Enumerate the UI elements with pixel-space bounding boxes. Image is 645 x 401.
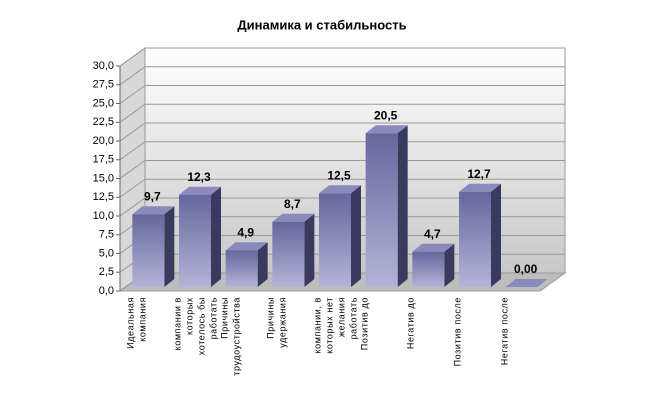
bar-front <box>132 214 165 287</box>
x-tick-label: Позитив до <box>359 297 370 351</box>
x-tick-label: Идеальная компания <box>126 297 148 349</box>
bar-top <box>272 213 315 222</box>
grid-line <box>119 103 146 123</box>
x-tick-label: Негатив до <box>406 297 416 350</box>
bar <box>272 213 315 287</box>
y-tick-label: 30,0 <box>93 60 114 72</box>
bar-front <box>179 194 211 287</box>
bar <box>179 186 221 287</box>
bar-top <box>319 185 361 194</box>
bar-front <box>225 250 258 287</box>
y-tick-label: 2,5 <box>99 266 114 278</box>
chart-title: Динамика и стабильность <box>237 17 406 32</box>
bar-side <box>257 242 268 287</box>
bar-side <box>164 206 175 287</box>
y-tick-label: 7,5 <box>99 229 114 241</box>
grid-line <box>119 160 146 179</box>
bar <box>132 206 175 287</box>
bar-front <box>412 251 445 287</box>
value-label: 8,7 <box>284 197 301 211</box>
y-tick-label: 0,0 <box>99 285 114 297</box>
bar-top <box>225 242 268 251</box>
value-label: 9,7 <box>144 189 161 203</box>
x-tick-label: Причины трудоустройства <box>219 297 242 376</box>
bar-side <box>304 213 315 287</box>
value-label: 12,7 <box>467 167 491 181</box>
bar-top <box>179 186 221 195</box>
y-tick-label: 12,5 <box>93 191 114 203</box>
bar-front <box>272 221 305 287</box>
y-tick-label: 5,0 <box>99 247 114 259</box>
bar-top <box>365 125 408 134</box>
y-tick-label: 10,0 <box>93 210 114 222</box>
value-label: 4,7 <box>424 227 441 241</box>
x-tick-label: Негатив после <box>499 297 510 366</box>
x-tick-label: Позитив после <box>452 297 463 367</box>
bar-side <box>351 185 361 287</box>
bar <box>459 183 501 287</box>
y-tick-label: 20,0 <box>93 135 114 147</box>
bar-side <box>211 186 221 287</box>
grid-line <box>119 85 146 104</box>
bar-front <box>365 133 398 287</box>
grid-line <box>119 47 146 67</box>
grid-line <box>119 178 146 198</box>
bar-top <box>459 183 501 192</box>
bar-top <box>505 279 548 287</box>
x-tick-label: компании в которых хотелось бы работать <box>172 297 219 356</box>
bar-top <box>412 243 455 252</box>
bar-side <box>491 183 501 287</box>
bar <box>505 279 548 287</box>
bar-side <box>444 243 455 287</box>
value-label: 0,00 <box>514 262 538 276</box>
value-label: 12,3 <box>187 170 211 184</box>
grid-line <box>119 66 146 86</box>
bar-top <box>132 206 175 215</box>
bar <box>319 185 361 287</box>
y-tick-label: 17,5 <box>93 154 114 166</box>
bar-front <box>459 191 491 287</box>
grid-line <box>119 197 146 217</box>
y-tick-label: 22,5 <box>93 116 114 128</box>
bar <box>412 243 455 287</box>
bar <box>365 125 408 287</box>
y-tick-label: 15,0 <box>93 172 114 184</box>
bar-side <box>397 125 408 287</box>
grid-line <box>119 141 146 161</box>
grid-line <box>119 122 146 142</box>
value-label: 12,5 <box>327 168 351 182</box>
value-label: 20,5 <box>374 108 398 122</box>
bar <box>225 242 268 287</box>
y-tick-label: 25,0 <box>93 97 114 109</box>
x-tick-label: Причины удержания <box>266 297 288 348</box>
x-tick-label: компании, в которых нет желания работать <box>312 297 359 354</box>
bar-front <box>319 193 351 287</box>
value-label: 4,9 <box>237 225 254 239</box>
y-tick-label: 27,5 <box>93 79 114 91</box>
